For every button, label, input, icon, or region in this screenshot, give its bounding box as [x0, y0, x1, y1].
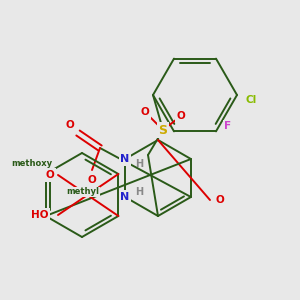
Text: H: H [135, 187, 143, 197]
Text: O: O [66, 120, 74, 130]
Text: H: H [135, 159, 143, 169]
Text: HO: HO [31, 210, 49, 220]
Text: methyl: methyl [67, 188, 100, 196]
Text: F: F [224, 122, 232, 131]
Text: O: O [216, 195, 224, 205]
Text: O: O [141, 107, 149, 117]
Text: Cl: Cl [245, 95, 256, 105]
Text: O: O [177, 111, 185, 121]
Text: methoxy: methoxy [11, 158, 52, 167]
Text: O: O [46, 170, 54, 180]
Text: S: S [158, 124, 167, 136]
Text: N: N [121, 154, 130, 164]
Text: O: O [88, 175, 96, 185]
Text: N: N [121, 192, 130, 202]
